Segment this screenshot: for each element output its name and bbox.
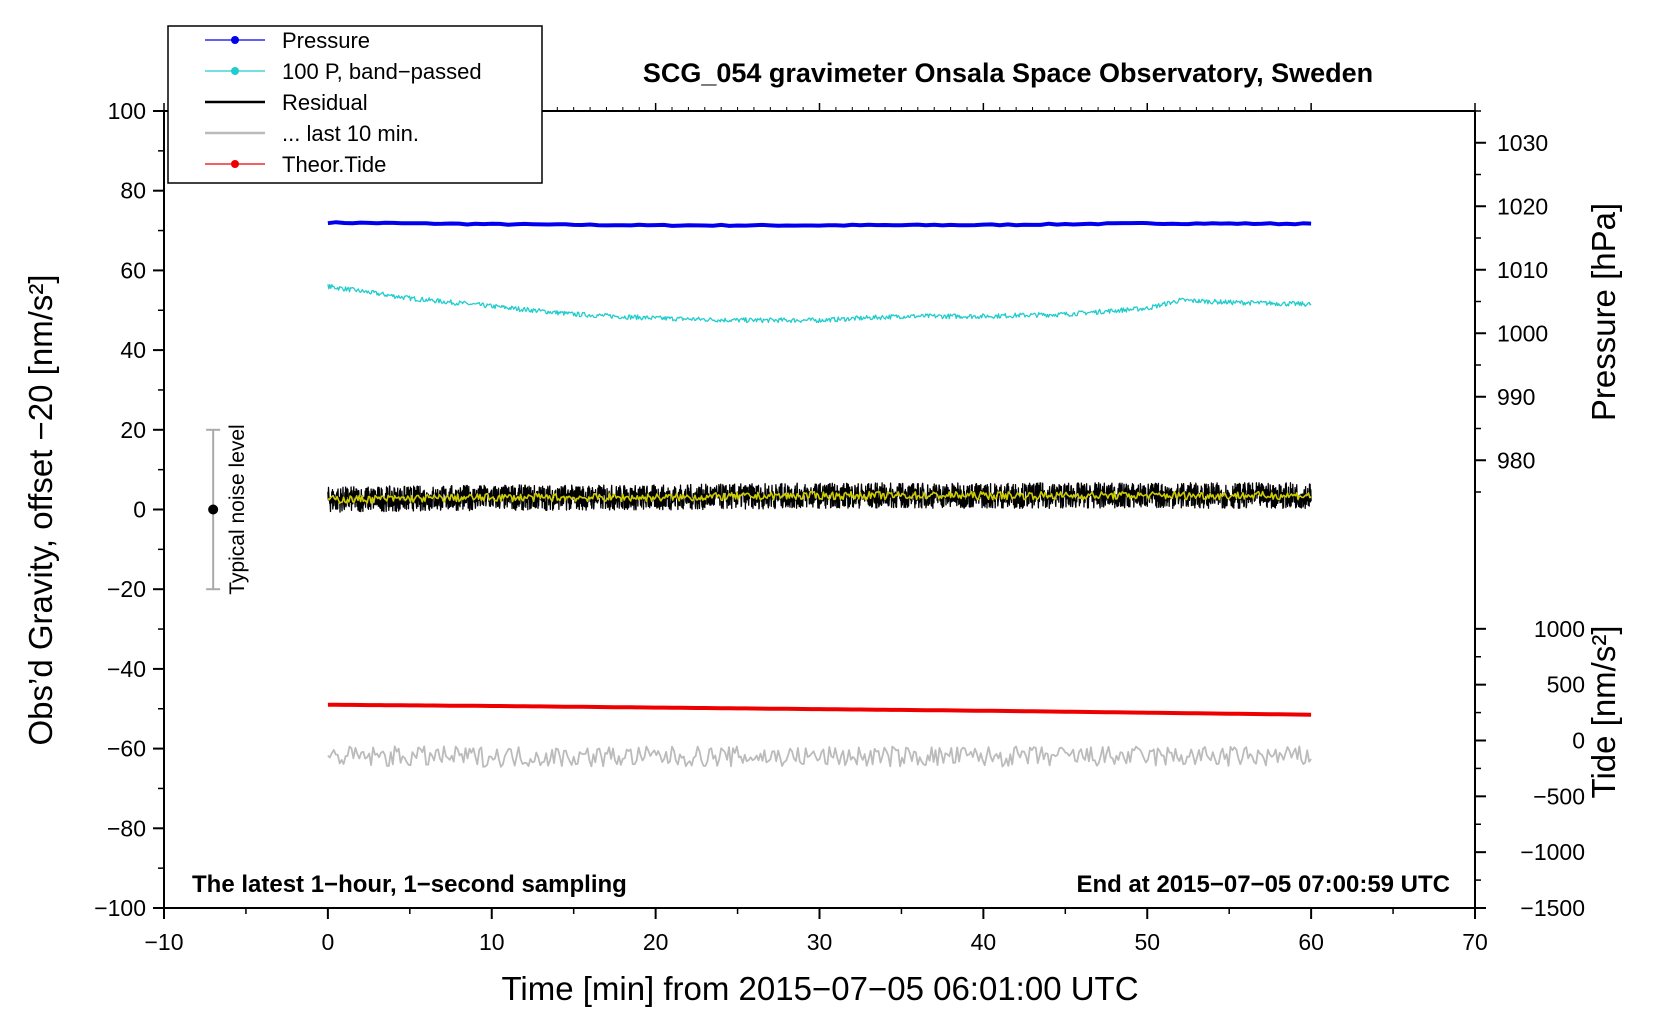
y-tick-label: −20: [107, 576, 146, 602]
tide-tick-label: −1000: [1520, 839, 1585, 865]
x-tick-label: 50: [1134, 929, 1160, 955]
tick-labels: −10 0 10 20 30 40 50 60 70−100−80−60−40−20020406…: [94, 98, 1585, 955]
x-tick-label: 20: [643, 929, 669, 955]
x-tick-label: −10: [144, 929, 183, 955]
noise-bar-center-dot: [208, 504, 219, 515]
x-tick-label: 0: [321, 929, 334, 955]
legend-swatch-dot: [231, 36, 239, 44]
legend-swatch-dot: [231, 160, 239, 168]
tide-tick-label: 1000: [1534, 616, 1585, 642]
y-tick-label: −60: [107, 736, 146, 762]
axis-ticks: [153, 103, 1486, 919]
y-tick-label: 0: [133, 497, 146, 523]
y-tick-label: 100: [108, 98, 146, 124]
series-theor-tide: [327, 702, 1312, 717]
y-tick-label: 60: [120, 257, 146, 283]
series-last-10-min: [327, 745, 1312, 768]
x-tick-label: 60: [1298, 929, 1324, 955]
pressure-tick-label: 1010: [1497, 257, 1548, 283]
annotation-left: The latest 1−hour, 1−second sampling: [192, 871, 627, 898]
tide-tick-label: −1500: [1520, 895, 1585, 921]
y-tick-label: −40: [107, 656, 146, 682]
x-axis-title: Time [min] from 2015−07−05 06:01:00 UTC: [501, 970, 1138, 1007]
tide-tick-label: 0: [1572, 728, 1585, 754]
y-axis-title-tide: Tide [nm/s²]: [1585, 626, 1622, 799]
y-tick-label: −80: [107, 815, 146, 841]
tide-tick-label: −500: [1533, 783, 1585, 809]
y-axis-title-pressure: Pressure [hPa]: [1585, 203, 1622, 421]
legend-label: ... last 10 min.: [282, 121, 419, 146]
legend: Pressure 100 P, band−passed Residual ... la…: [167, 25, 543, 184]
y-tick-label: 40: [120, 337, 146, 363]
noise-bar: Typical noise level: [206, 424, 249, 595]
pressure-tick-label: 1000: [1497, 320, 1548, 346]
legend-label: Residual: [282, 90, 368, 115]
x-tick-label: 10: [479, 929, 505, 955]
pressure-tick-label: 980: [1497, 447, 1535, 473]
y-tick-label: 80: [120, 178, 146, 204]
pressure-tick-label: 1020: [1497, 193, 1548, 219]
series-pressure: [327, 220, 1312, 228]
legend-label: Pressure: [282, 28, 370, 53]
noise-bar-label: Typical noise level: [226, 424, 249, 594]
series-layer: [327, 220, 1312, 768]
annotation-right: End at 2015−07−05 07:00:59 UTC: [1076, 871, 1450, 898]
y-tick-label: 20: [120, 417, 146, 443]
series-residual-smoothed: [327, 490, 1312, 504]
series-residual: [327, 482, 1312, 513]
y-tick-label: −100: [94, 895, 146, 921]
legend-box: [167, 25, 543, 184]
x-tick-label: 70: [1462, 929, 1488, 955]
chart-title: SCG_054 gravimeter Onsala Space Observat…: [643, 58, 1373, 88]
y-axis-title-left: Obs’d Gravity, offset −20 [nm/s²]: [22, 274, 59, 745]
tide-tick-label: 500: [1547, 672, 1585, 698]
legend-label: Theor.Tide: [282, 152, 386, 177]
legend-entries: Pressure 100 P, band−passed Residual ... la…: [205, 28, 482, 177]
legend-label: 100 P, band−passed: [282, 59, 482, 84]
x-tick-label: 40: [971, 929, 997, 955]
pressure-tick-label: 1030: [1497, 130, 1548, 156]
legend-swatch-dot: [231, 67, 239, 75]
series-pressure-bandpassed: [327, 284, 1312, 324]
pressure-tick-label: 990: [1497, 384, 1535, 410]
x-tick-label: 30: [807, 929, 833, 955]
